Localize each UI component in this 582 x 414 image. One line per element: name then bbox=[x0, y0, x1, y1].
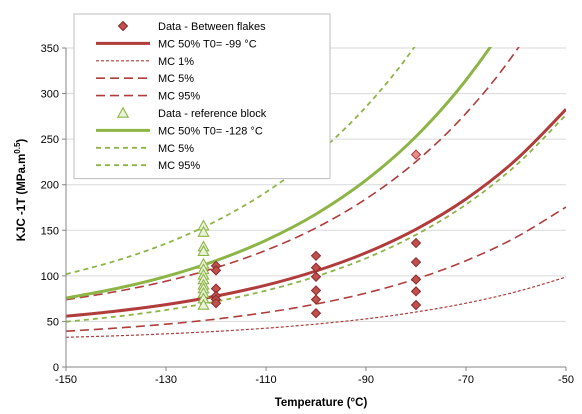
series-line-4 bbox=[66, 47, 520, 301]
x-tick-label: -110 bbox=[255, 374, 276, 386]
legend-label: Data - Between flakes bbox=[158, 21, 266, 33]
between-flakes-point bbox=[310, 271, 322, 282]
series-layer bbox=[66, 47, 566, 338]
y-axis-title-main: KJC -1T (MPa.m bbox=[16, 154, 28, 242]
y-tick-label: 100 bbox=[41, 271, 59, 283]
x-tick-label: -90 bbox=[358, 374, 374, 386]
x-axis-title: Temperature (°C) bbox=[275, 397, 368, 409]
between-flakes-point bbox=[210, 265, 222, 276]
x-tick-label: -150 bbox=[55, 374, 77, 386]
series-line-8 bbox=[66, 47, 416, 276]
legend-label: MC 50% T0= -128 °C bbox=[158, 125, 263, 137]
y-tick-label: 150 bbox=[41, 225, 59, 237]
x-tick-label: -50 bbox=[558, 374, 574, 386]
y-tick-label: 50 bbox=[47, 316, 59, 328]
between-flakes-outlier-point bbox=[410, 149, 422, 160]
legend-symbol bbox=[117, 20, 129, 32]
series-line-3 bbox=[66, 206, 566, 332]
legend-label: MC 1% bbox=[158, 56, 194, 68]
legend-label: MC 95% bbox=[158, 160, 200, 172]
legend-label: Data - reference block bbox=[158, 108, 267, 120]
y-tick-label: 0 bbox=[53, 362, 59, 374]
y-tick-label: 200 bbox=[41, 180, 59, 192]
legend-label: MC 50% T0= -99 °C bbox=[158, 38, 257, 50]
between-flakes-point bbox=[310, 250, 322, 262]
y-tick-label: 350 bbox=[41, 43, 59, 55]
x-tick-label: -130 bbox=[155, 374, 177, 386]
between-flakes-point bbox=[410, 237, 422, 249]
y-axis-title: KJC -1T (MPa.m0.5) bbox=[13, 139, 28, 242]
series-line-6 bbox=[66, 47, 493, 300]
y-axis-title-superscript: 0.5 bbox=[13, 142, 22, 154]
between-flakes-point bbox=[410, 274, 422, 285]
reference-point bbox=[197, 298, 210, 310]
reference-point bbox=[197, 244, 210, 256]
x-tick-label: -70 bbox=[458, 374, 474, 386]
series-line-2 bbox=[66, 276, 566, 338]
legend: Data - Between flakes MC 50% T0= -99 °C MC… bbox=[73, 13, 331, 180]
legend-label: MC 5% bbox=[158, 143, 194, 155]
legend-label: MC 95% bbox=[158, 91, 200, 103]
axis-layer: 0 50 100 150 200 250 300 350 -150 -130 -110 -90 -70 -… bbox=[41, 43, 574, 386]
between-flakes-point bbox=[310, 308, 322, 319]
y-tick-label: 250 bbox=[41, 134, 59, 146]
legend-symbol bbox=[116, 106, 130, 118]
marker-group bbox=[197, 149, 422, 319]
between-flakes-point bbox=[410, 256, 422, 268]
between-flakes-point bbox=[410, 286, 422, 297]
legend-label: MC 5% bbox=[158, 73, 194, 85]
y-axis-title-close: ) bbox=[16, 139, 28, 143]
between-flakes-point bbox=[410, 299, 422, 311]
between-flakes-point bbox=[210, 297, 222, 309]
between-flakes-point bbox=[310, 294, 322, 305]
y-tick-label: 300 bbox=[41, 89, 59, 101]
reference-point bbox=[197, 225, 210, 237]
